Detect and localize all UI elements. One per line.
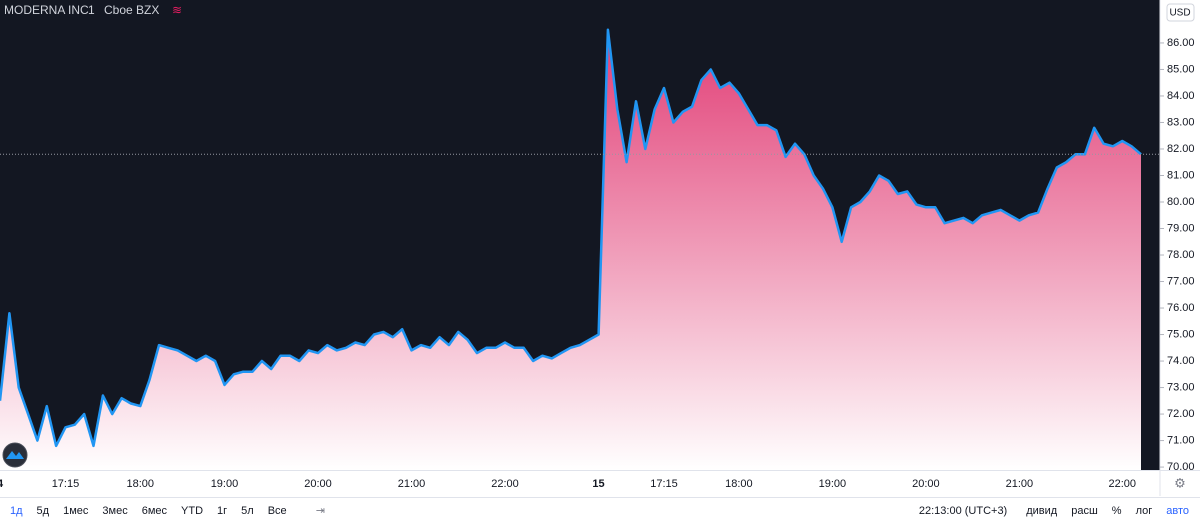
logo-icon xyxy=(6,451,24,459)
y-tick-label: 71.00 xyxy=(1167,434,1195,446)
range-button[interactable]: YTD xyxy=(181,504,204,517)
range-button[interactable]: 3мес xyxy=(102,504,128,517)
axis-option[interactable]: % xyxy=(1111,504,1122,517)
x-tick-label: 21:00 xyxy=(398,478,426,490)
x-tick-label: 18:00 xyxy=(725,478,753,490)
x-tick-label: 4 xyxy=(0,478,4,490)
y-tick-label: 85.00 xyxy=(1167,63,1195,75)
chart: MODERNA INC 1 Cboe BZX ≋ USD ⚙ 70.00 71.0… xyxy=(0,0,1200,496)
y-tick-label: 82.00 xyxy=(1167,143,1195,155)
y-tick-label: 79.00 xyxy=(1167,222,1195,234)
y-tick-label: 86.00 xyxy=(1167,37,1195,49)
x-tick-label: 15 xyxy=(592,478,604,490)
range-button[interactable]: 6мес xyxy=(141,504,168,517)
interval: 1 xyxy=(88,3,95,17)
y-axis-panel xyxy=(1160,0,1200,496)
clock: 22:13:00 (UTC+3) xyxy=(918,504,1008,517)
y-tick-label: 81.00 xyxy=(1167,169,1195,181)
y-tick-label: 80.00 xyxy=(1167,196,1195,208)
y-tick-label: 74.00 xyxy=(1167,355,1195,367)
price-line xyxy=(0,28,1142,448)
toolbar: 1д 5д 1мес 3мес 6мес YTD 1г 5л Все ⇥ 22:13:00 (U… xyxy=(0,497,1200,523)
y-tick-label: 70.00 xyxy=(1167,461,1195,473)
range-button[interactable]: Все xyxy=(267,504,287,517)
range-button[interactable]: 5д xyxy=(36,504,50,517)
y-tick-label: 77.00 xyxy=(1167,275,1195,287)
range-button[interactable]: 1г xyxy=(217,504,228,517)
x-tick-label: 17:15 xyxy=(650,478,678,490)
y-tick-label: 84.00 xyxy=(1167,90,1195,102)
range-button[interactable]: 1д xyxy=(10,504,23,517)
axis-option[interactable]: лог xyxy=(1135,504,1153,517)
currency: USD xyxy=(1169,8,1190,19)
x-tick-label: 21:00 xyxy=(1006,478,1034,490)
y-tick-label: 83.00 xyxy=(1167,116,1195,128)
y-tick-label: 72.00 xyxy=(1167,408,1195,420)
range-buttons: 1д 5д 1мес 3мес 6мес YTD 1г 5л Все xyxy=(0,505,294,517)
axis-option[interactable]: дивид xyxy=(1026,504,1058,517)
y-tick-label: 78.00 xyxy=(1167,249,1195,261)
x-tick-label: 18:00 xyxy=(127,478,155,490)
exchange: Cboe BZX xyxy=(104,3,159,17)
y-tick-label: 75.00 xyxy=(1167,328,1195,340)
x-tick-label: 20:00 xyxy=(912,478,940,490)
wave-icon[interactable]: ≋ xyxy=(172,3,182,17)
chart-title: MODERNA INC xyxy=(4,3,89,17)
settings-icon[interactable]: ⚙ xyxy=(1174,475,1186,490)
x-tick-label: 22:00 xyxy=(491,478,519,490)
goto-date-icon[interactable]: ⇥ xyxy=(315,505,325,517)
currency-box[interactable] xyxy=(1166,3,1195,22)
range-button[interactable]: 1мес xyxy=(63,504,89,517)
axis-option[interactable]: расш xyxy=(1071,504,1098,517)
range-button[interactable]: 5л xyxy=(241,504,254,517)
area-fill xyxy=(0,29,1141,470)
x-tick-label: 17:15 xyxy=(52,478,80,490)
x-tick-label: 19:00 xyxy=(211,478,239,490)
x-tick-label: 20:00 xyxy=(304,478,332,490)
axis-options: дивид расш% лог авто xyxy=(1019,505,1200,517)
x-tick-label: 19:00 xyxy=(819,478,847,490)
x-tick-label: 22:00 xyxy=(1109,478,1137,490)
axis-option[interactable]: авто xyxy=(1166,504,1189,517)
y-tick-label: 73.00 xyxy=(1167,381,1195,393)
y-tick-label: 76.00 xyxy=(1167,302,1195,314)
